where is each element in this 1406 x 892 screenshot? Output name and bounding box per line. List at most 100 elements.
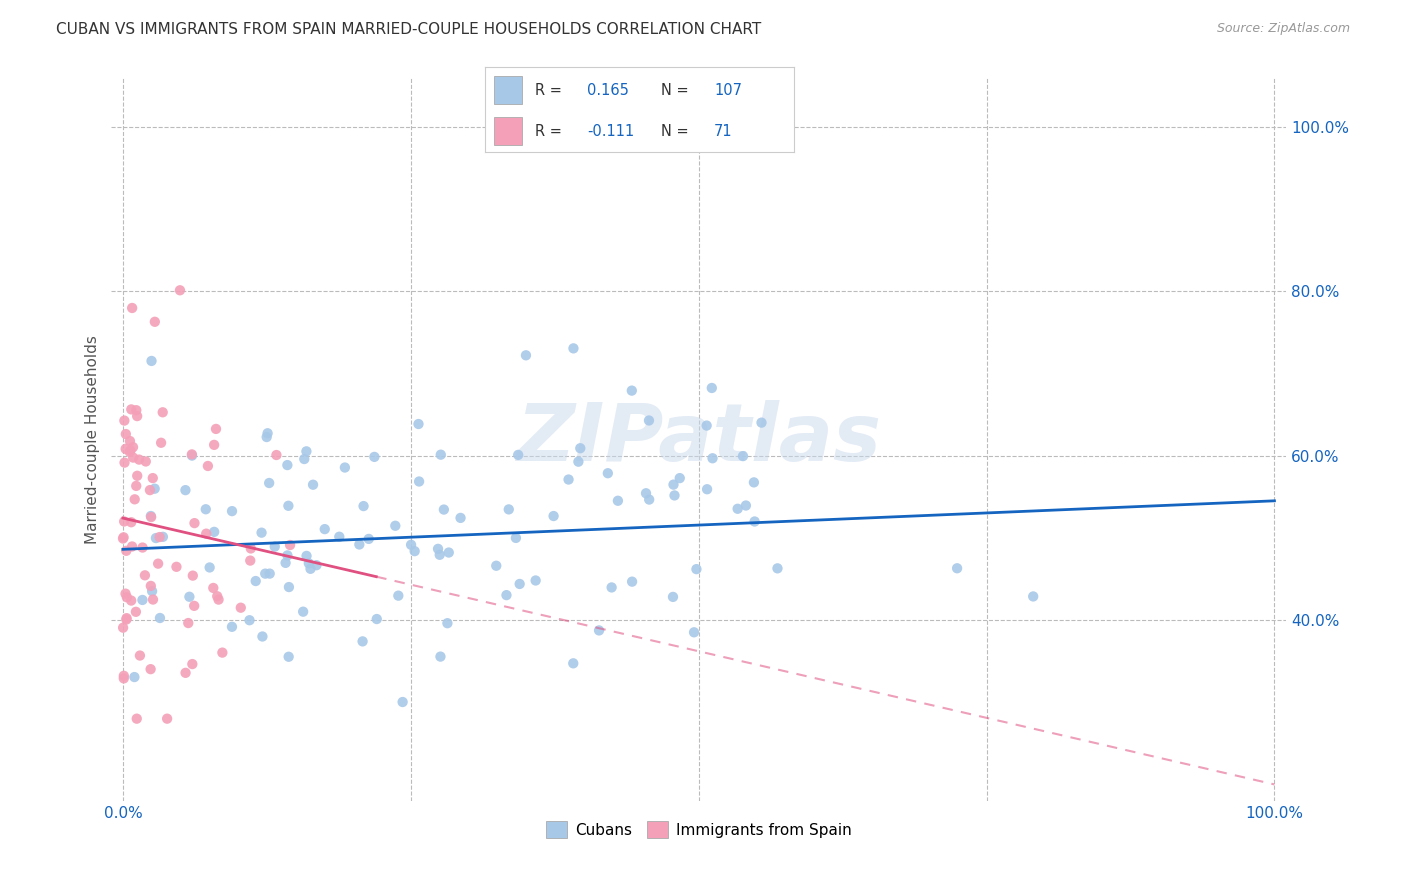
Point (115, 543, 138, 558)
Point (731, 449, 754, 463)
Point (165, 559, 187, 574)
Point (141, 584, 163, 599)
Text: R =: R = (534, 124, 567, 139)
Point (142, 592, 165, 607)
Text: N =: N = (661, 124, 693, 139)
Point (485, 558, 508, 573)
Point (250, 525, 273, 540)
Point (202, 438, 225, 452)
Point (221, 504, 243, 518)
Point (181, 568, 204, 582)
Point (263, 540, 285, 554)
Point (662, 477, 685, 491)
Point (276, 458, 298, 472)
Point (127, 409, 149, 423)
Point (588, 624, 610, 638)
Point (139, 662, 162, 676)
Point (387, 589, 409, 603)
Point (120, 515, 142, 529)
Text: 0.165: 0.165 (588, 83, 628, 98)
Point (257, 475, 280, 490)
Point (352, 634, 374, 648)
Point (505, 531, 527, 545)
Point (277, 580, 299, 594)
Point (211, 646, 233, 660)
Point (114, 587, 136, 601)
Point (314, 522, 336, 536)
Point (183, 599, 205, 613)
Point (112, 530, 135, 544)
Point (685, 562, 707, 576)
Point (128, 452, 150, 467)
Legend: Cubans, Immigrants from Spain: Cubans, Immigrants from Spain (540, 815, 858, 844)
Point (600, 581, 623, 595)
Point (295, 549, 318, 563)
Point (509, 577, 531, 591)
Text: -0.111: -0.111 (588, 124, 634, 139)
Point (198, 560, 221, 574)
Point (179, 590, 201, 604)
Point (543, 509, 565, 524)
Point (744, 515, 766, 529)
Point (662, 590, 685, 604)
Point (621, 574, 644, 589)
Point (696, 418, 718, 433)
Text: N =: N = (661, 83, 693, 98)
Point (298, 557, 321, 571)
Point (195, 526, 218, 541)
Point (702, 451, 724, 466)
Point (305, 558, 328, 573)
Point (683, 625, 706, 640)
Point (363, 450, 385, 464)
Point (515, 348, 537, 362)
Point (139, 579, 162, 593)
Point (256, 426, 278, 441)
Point (638, 413, 661, 427)
Point (122, 450, 145, 465)
Point (142, 471, 165, 485)
Point (118, 434, 141, 448)
Point (205, 589, 228, 603)
Point (197, 458, 219, 473)
Point (114, 442, 136, 456)
Point (946, 561, 969, 575)
Point (292, 452, 315, 467)
Point (205, 422, 228, 436)
Point (278, 538, 301, 552)
Y-axis label: Married-couple Households: Married-couple Households (86, 334, 100, 543)
Point (150, 435, 173, 450)
Point (131, 593, 153, 607)
Point (562, 657, 585, 671)
Point (727, 501, 749, 516)
Point (433, 502, 456, 516)
Point (638, 492, 661, 507)
Point (256, 430, 278, 444)
Point (437, 545, 460, 559)
Point (252, 630, 274, 644)
Point (141, 510, 163, 524)
Point (174, 483, 197, 497)
Point (127, 468, 149, 483)
FancyBboxPatch shape (495, 76, 522, 104)
Point (125, 403, 148, 417)
Point (238, 613, 260, 627)
Point (124, 492, 146, 507)
Point (245, 574, 267, 588)
Point (567, 455, 589, 469)
Point (143, 315, 166, 329)
Point (664, 488, 686, 502)
Point (277, 649, 299, 664)
Point (125, 712, 148, 726)
Point (404, 544, 426, 558)
Point (118, 445, 141, 459)
Point (125, 479, 148, 493)
Point (174, 665, 197, 680)
Point (498, 502, 520, 516)
Point (239, 541, 262, 556)
Point (668, 471, 690, 485)
Point (384, 518, 406, 533)
Point (751, 416, 773, 430)
Point (181, 657, 204, 671)
Point (115, 611, 138, 625)
Point (180, 447, 202, 461)
